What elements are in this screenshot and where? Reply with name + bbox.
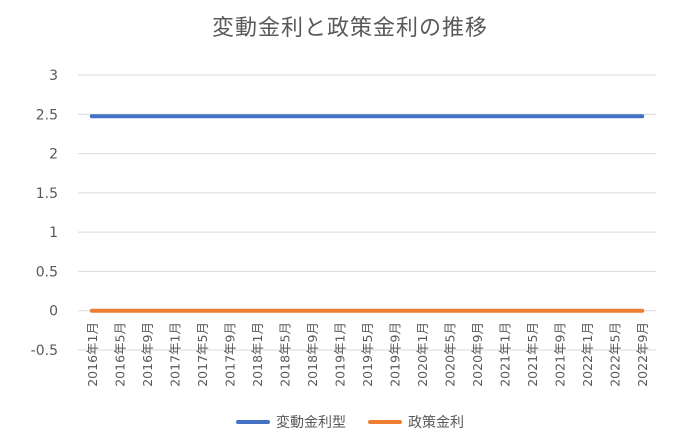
y-tick-label-3: 1 (49, 225, 58, 241)
x-tick-label-19: 2022年5月 (608, 322, 623, 387)
legend: 変動金利型 政策金利 (0, 410, 700, 434)
x-tick-label-20: 2022年9月 (635, 322, 650, 387)
x-tick-label-3: 2017年1月 (167, 322, 182, 387)
legend-swatch-series-1 (368, 420, 402, 424)
x-tick-label-5: 2017年9月 (222, 322, 237, 387)
x-tick-label-18: 2022年1月 (580, 322, 595, 387)
x-tick-label-7: 2018年5月 (277, 322, 292, 387)
x-tick-label-8: 2018年9月 (305, 322, 320, 387)
legend-item-series-1: 政策金利 (368, 412, 464, 432)
legend-label-series-0: 変動金利型 (276, 415, 346, 431)
chart-title: 変動金利と政策金利の推移 (211, 16, 488, 41)
legend-item-series-0: 変動金利型 (236, 412, 346, 432)
x-tick-label-10: 2019年5月 (360, 322, 375, 387)
y-tick-label-4: 1.5 (36, 186, 58, 202)
legend-swatch-series-0 (236, 420, 270, 424)
y-tick-label-2: 0.5 (36, 264, 58, 280)
x-tick-label-4: 2017年5月 (195, 322, 210, 387)
y-tick-label-0: -0.5 (31, 343, 58, 359)
x-tick-label-12: 2020年1月 (415, 322, 430, 387)
y-tick-label-5: 2 (49, 147, 58, 163)
legend-label-series-1: 政策金利 (408, 415, 464, 431)
x-tick-label-14: 2020年9月 (470, 322, 485, 387)
y-tick-label-7: 3 (49, 68, 58, 84)
y-tick-label-1: 0 (49, 304, 58, 320)
x-tick-label-17: 2021年9月 (553, 322, 568, 387)
x-tick-label-9: 2019年1月 (332, 322, 347, 387)
x-tick-label-16: 2021年5月 (525, 322, 540, 387)
y-tick-label-6: 2.5 (36, 107, 58, 123)
x-tick-label-11: 2019年9月 (388, 322, 403, 387)
x-tick-label-13: 2020年5月 (443, 322, 458, 387)
x-tick-label-0: 2016年1月 (85, 322, 100, 387)
x-tick-label-15: 2021年1月 (498, 322, 513, 387)
x-tick-label-6: 2018年1月 (250, 322, 265, 387)
x-tick-label-2: 2016年9月 (140, 322, 155, 387)
x-tick-label-1: 2016年5月 (112, 322, 127, 387)
